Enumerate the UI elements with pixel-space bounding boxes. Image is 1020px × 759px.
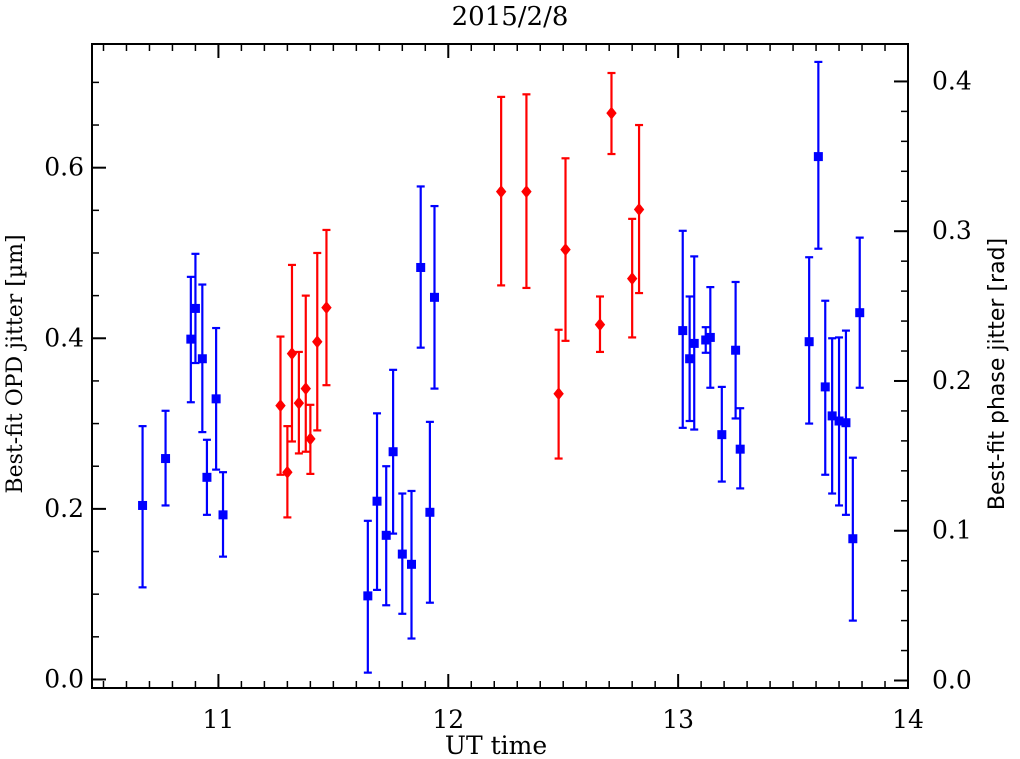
data-point xyxy=(161,454,171,464)
data-point xyxy=(363,591,373,601)
y-right-axis-label: Best-fit phase jitter [rad] xyxy=(985,238,1010,510)
data-point xyxy=(827,411,837,421)
data-point xyxy=(305,432,316,446)
data-point xyxy=(293,396,305,410)
data-point xyxy=(186,334,196,344)
data-point xyxy=(218,510,228,520)
x-tick-label: 12 xyxy=(432,705,464,734)
data-point xyxy=(689,338,699,348)
data-point xyxy=(282,465,293,479)
data-point xyxy=(820,382,830,392)
data-point xyxy=(735,444,745,454)
y-right-tick-label: 0.4 xyxy=(932,66,972,95)
plot-area xyxy=(91,43,909,689)
data-point xyxy=(388,447,398,457)
x-tick-label: 14 xyxy=(892,705,924,734)
data-point xyxy=(381,530,391,540)
data-point xyxy=(521,185,532,199)
data-point xyxy=(848,534,858,544)
data-point xyxy=(804,337,814,347)
data-point xyxy=(855,308,865,318)
data-point xyxy=(560,243,571,257)
y-right-tick-label: 0.2 xyxy=(932,366,972,395)
y-right-tick-label: 0.0 xyxy=(932,666,972,695)
data-point xyxy=(685,354,695,364)
y-left-tick-label: 0.2 xyxy=(44,494,84,523)
data-point xyxy=(275,399,286,413)
data-point xyxy=(407,559,417,569)
data-point xyxy=(202,472,212,482)
y-left-tick-label: 0.4 xyxy=(44,323,84,352)
data-point xyxy=(731,345,741,355)
data-point xyxy=(594,318,606,332)
y-left-tick-label: 0.6 xyxy=(44,153,84,182)
y-right-tick-label: 0.3 xyxy=(932,216,972,245)
data-point xyxy=(678,326,688,336)
data-point xyxy=(553,387,564,401)
series-blue-squares xyxy=(138,60,865,674)
y-left-tick-label: 0.0 xyxy=(44,664,84,693)
y-left-axis-ticks: 0.0 0.2 0.4 0.6 xyxy=(44,81,106,693)
x-axis-ticks: 11 12 13 14 xyxy=(102,44,924,734)
y-right-tick-label: 0.1 xyxy=(932,516,972,545)
data-point xyxy=(717,430,727,440)
data-point xyxy=(813,152,823,162)
y-left-axis-label: Best-fit OPD jitter [µm] xyxy=(3,234,28,493)
data-point xyxy=(429,292,439,302)
x-tick-label: 13 xyxy=(662,705,694,734)
data-point xyxy=(321,301,332,315)
data-point xyxy=(705,332,715,342)
data-point xyxy=(197,354,207,364)
data-point xyxy=(312,335,323,349)
data-point xyxy=(701,335,711,345)
data-point xyxy=(495,185,507,199)
x-axis-label: UT time xyxy=(445,731,547,759)
series-layer xyxy=(138,60,865,674)
data-point xyxy=(841,418,851,428)
data-point xyxy=(633,202,645,216)
data-point xyxy=(300,382,311,396)
series-red-diamonds xyxy=(275,71,645,519)
y-right-axis-ticks: 0.0 0.1 0.2 0.3 0.4 xyxy=(894,66,972,695)
data-point xyxy=(834,416,844,426)
data-point xyxy=(397,549,407,559)
data-point xyxy=(211,394,221,404)
data-point xyxy=(416,262,426,272)
data-point xyxy=(606,106,617,120)
x-tick-label: 11 xyxy=(203,705,235,734)
data-point xyxy=(286,347,298,361)
plot-frame xyxy=(91,43,909,689)
data-point xyxy=(138,500,148,510)
data-point xyxy=(626,272,638,286)
data-point xyxy=(190,303,200,313)
data-point xyxy=(372,496,382,506)
data-point xyxy=(425,507,435,517)
chart-title: 2015/2/8 xyxy=(452,2,569,32)
